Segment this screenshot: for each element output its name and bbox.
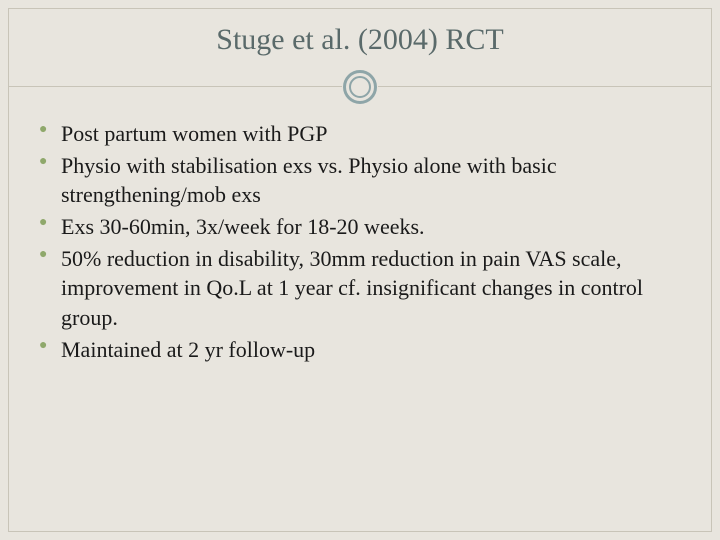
list-item: 50% reduction in disability, 30mm reduct… bbox=[37, 244, 683, 333]
list-item: Post partum women with PGP bbox=[37, 119, 683, 149]
ring-outer-icon bbox=[343, 70, 377, 104]
list-item: Exs 30-60min, 3x/week for 18-20 weeks. bbox=[37, 212, 683, 242]
list-item: Maintained at 2 yr follow-up bbox=[37, 335, 683, 365]
ring-inner-icon bbox=[349, 76, 371, 98]
slide: Stuge et al. (2004) RCT Post partum wome… bbox=[0, 0, 720, 540]
list-item: Physio with stabilisation exs vs. Physio… bbox=[37, 151, 683, 210]
divider-ornament bbox=[342, 69, 378, 105]
slide-title: Stuge et al. (2004) RCT bbox=[9, 9, 711, 67]
bullet-list: Post partum women with PGP Physio with s… bbox=[37, 119, 683, 365]
title-divider bbox=[9, 67, 711, 107]
slide-frame: Stuge et al. (2004) RCT Post partum wome… bbox=[8, 8, 712, 532]
slide-content: Post partum women with PGP Physio with s… bbox=[9, 107, 711, 365]
